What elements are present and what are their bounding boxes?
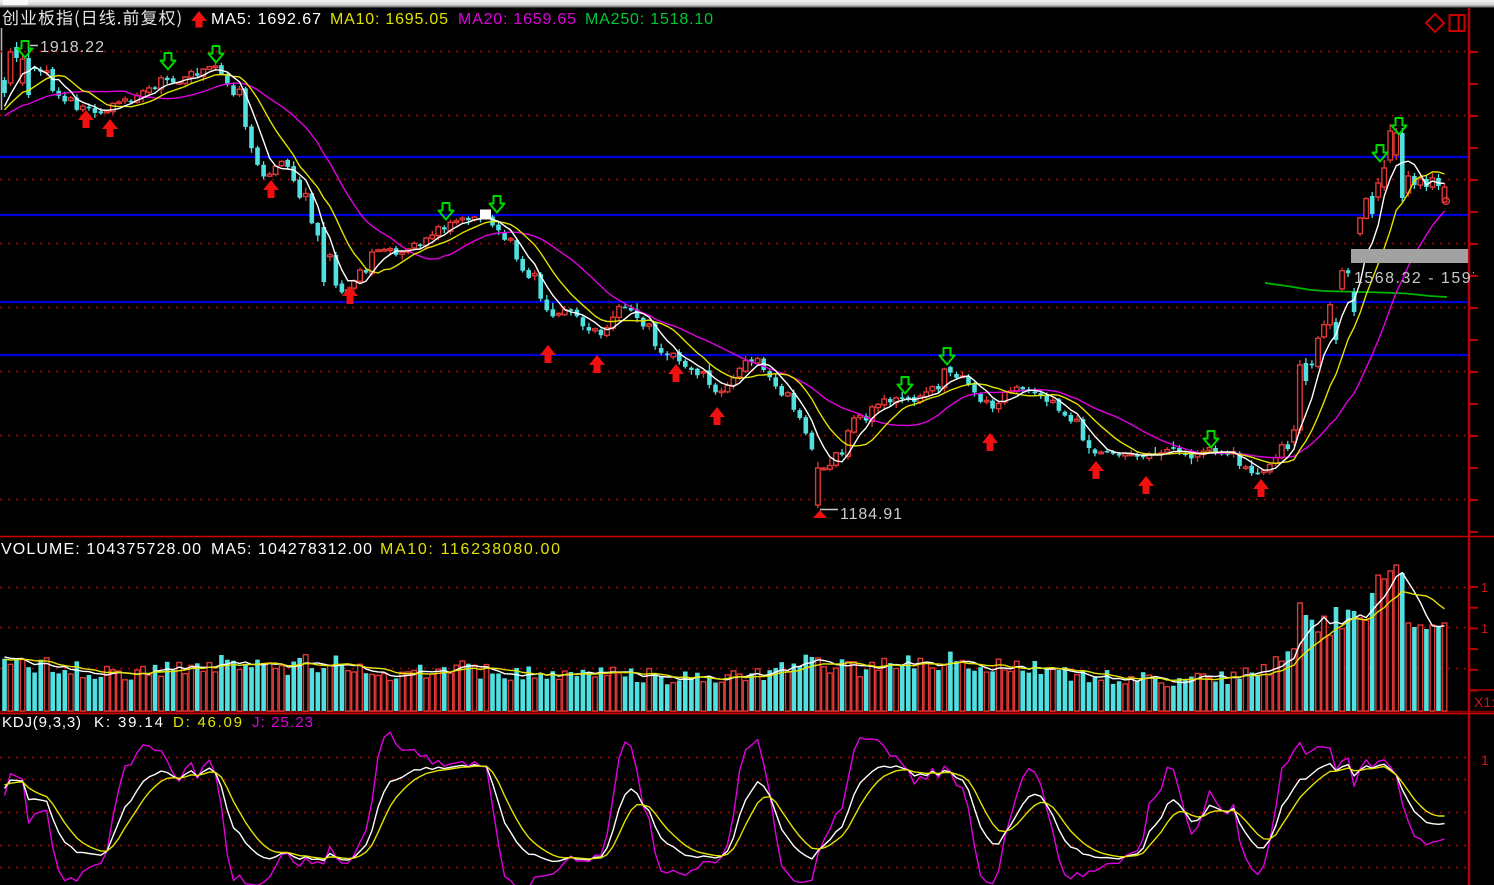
svg-text:K: 39.14: K: 39.14 [94, 714, 163, 731]
svg-text:1: 1 [1481, 621, 1488, 636]
svg-text:1184.91: 1184.91 [840, 506, 902, 523]
svg-text:1: 1 [1481, 752, 1489, 768]
svg-text:D: 46.09: D: 46.09 [173, 714, 242, 731]
svg-text:MA20: 1659.65: MA20: 1659.65 [458, 11, 576, 28]
svg-text:MA5: 1692.67: MA5: 1692.67 [211, 11, 321, 28]
svg-text:KDJ(9,3,3): KDJ(9,3,3) [2, 714, 81, 731]
svg-text:MA5: 104278312.00: MA5: 104278312.00 [211, 541, 372, 558]
svg-text:X1:: X1: [1474, 694, 1494, 710]
svg-text:J: 25.23: J: 25.23 [252, 714, 313, 731]
svg-text:MA250: 1518.10: MA250: 1518.10 [585, 11, 713, 28]
svg-text:MA10: 1695.05: MA10: 1695.05 [330, 11, 448, 28]
svg-text:1568.32 - 1597: 1568.32 - 1597 [1354, 270, 1481, 287]
svg-text:VOLUME: 104375728.00: VOLUME: 104375728.00 [1, 541, 201, 558]
svg-text:1: 1 [1481, 580, 1488, 595]
svg-text:1918.22: 1918.22 [40, 39, 104, 56]
